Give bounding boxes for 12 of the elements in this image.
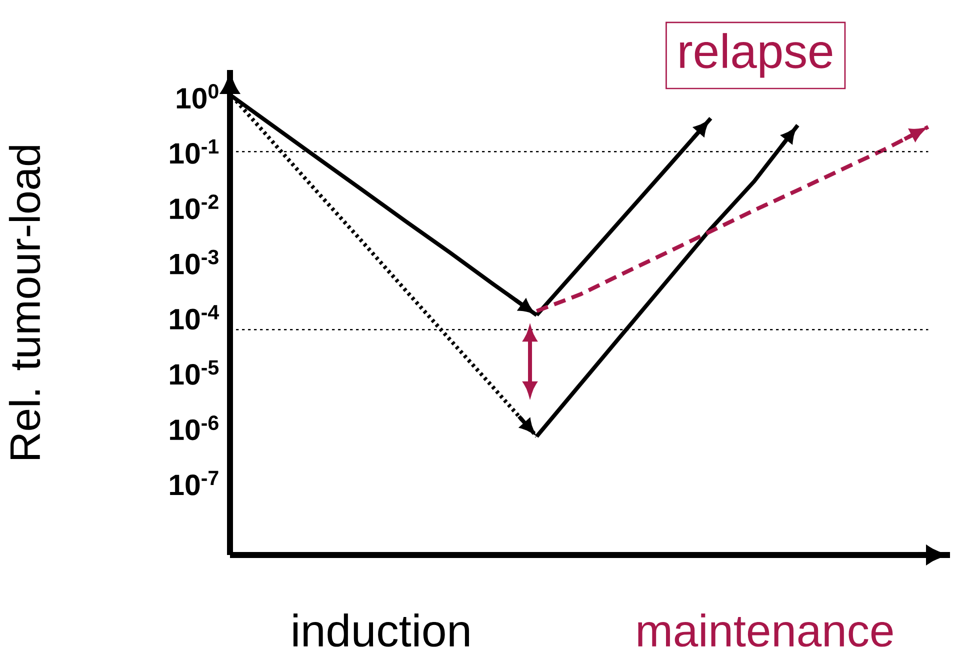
- y-tick-label: 10$^{-4}$: [170, 305, 220, 330]
- y-tick-label: 10$^{-3}$: [170, 250, 218, 274]
- y-tick-label: 10$^{-5}$: [170, 360, 219, 385]
- text: maintenance: [638, 614, 893, 647]
- y-tick-label: 10$^{-7}$: [170, 470, 218, 496]
- text: induction: [294, 614, 469, 647]
- y-tick-label: 10$^{-6}$: [170, 416, 218, 440]
- y-tick-label: 10$^{-1}$: [170, 139, 219, 164]
- y-tick-label: 10$^{0}$: [176, 84, 218, 109]
- annotation: relapse: [680, 33, 832, 78]
- y-tick-label: 10$^{-2}$: [170, 194, 218, 220]
- y-axis-title: Rel. tumour-load: [8, 146, 40, 459]
